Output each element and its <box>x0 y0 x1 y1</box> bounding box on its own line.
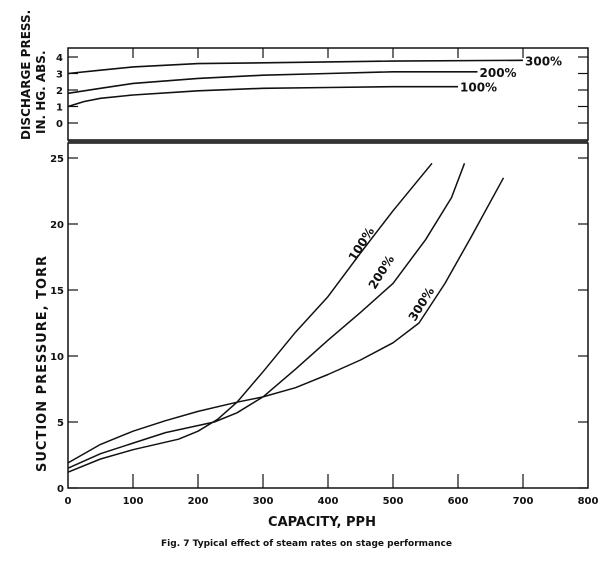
series-label: 200% <box>366 253 398 292</box>
figure-caption: Fig. 7 Typical effect of steam rates on … <box>161 539 452 549</box>
x-tick-label: 400 <box>318 496 339 507</box>
series-line-200pct <box>67 163 466 469</box>
top-y-tick-label: 0 <box>56 119 63 130</box>
y-tick-label: 25 <box>50 154 64 165</box>
series-label: 300% <box>406 285 438 324</box>
x-tick-label: 300 <box>253 496 274 507</box>
x-tick-label: 600 <box>448 496 469 507</box>
top-y-tick-label: 1 <box>56 103 63 114</box>
top-series-line-100pct <box>67 85 458 108</box>
top-series-line-200pct <box>67 71 478 95</box>
x-tick-label: 800 <box>578 496 599 507</box>
chart: DISCHARGE PRESS. IN. HG. ABS. SUCTION PR… <box>19 10 599 530</box>
top-y-tick-label: 4 <box>56 53 63 64</box>
bottom-y-axis-label: SUCTION PRESSURE, TORR <box>35 255 50 472</box>
top-series-label: 300% <box>525 54 562 68</box>
top-series-line-300pct <box>67 59 524 75</box>
top-y-axis-label: DISCHARGE PRESS. IN. HG. ABS. <box>19 10 48 140</box>
y-tick-label: 5 <box>57 418 64 429</box>
y-tick-label: 0 <box>57 484 64 495</box>
y-tick-label: 10 <box>50 352 64 363</box>
x-tick-label: 0 <box>65 496 72 507</box>
series-line-100pct <box>67 162 433 473</box>
x-tick-label: 200 <box>188 496 209 507</box>
series-line-300pct <box>67 177 505 464</box>
x-tick-label: 700 <box>513 496 534 507</box>
top-series-label: 200% <box>480 66 517 80</box>
x-axis-label: CAPACITY, PPH <box>268 515 376 530</box>
y-tick-label: 15 <box>50 286 64 297</box>
top-y-axis-label-line2: IN. HG. ABS. <box>34 50 48 134</box>
top-series-label: 100% <box>460 81 497 95</box>
top-y-axis-label-line1: DISCHARGE PRESS. <box>19 10 33 140</box>
top-y-tick-label: 3 <box>56 70 63 81</box>
x-tick-label: 100 <box>123 496 144 507</box>
top-y-tick-label: 2 <box>56 86 63 97</box>
series-label: 100% <box>346 225 378 264</box>
y-tick-label: 20 <box>50 220 64 231</box>
x-tick-label: 500 <box>383 496 404 507</box>
bottom-panel-frame <box>67 142 589 489</box>
